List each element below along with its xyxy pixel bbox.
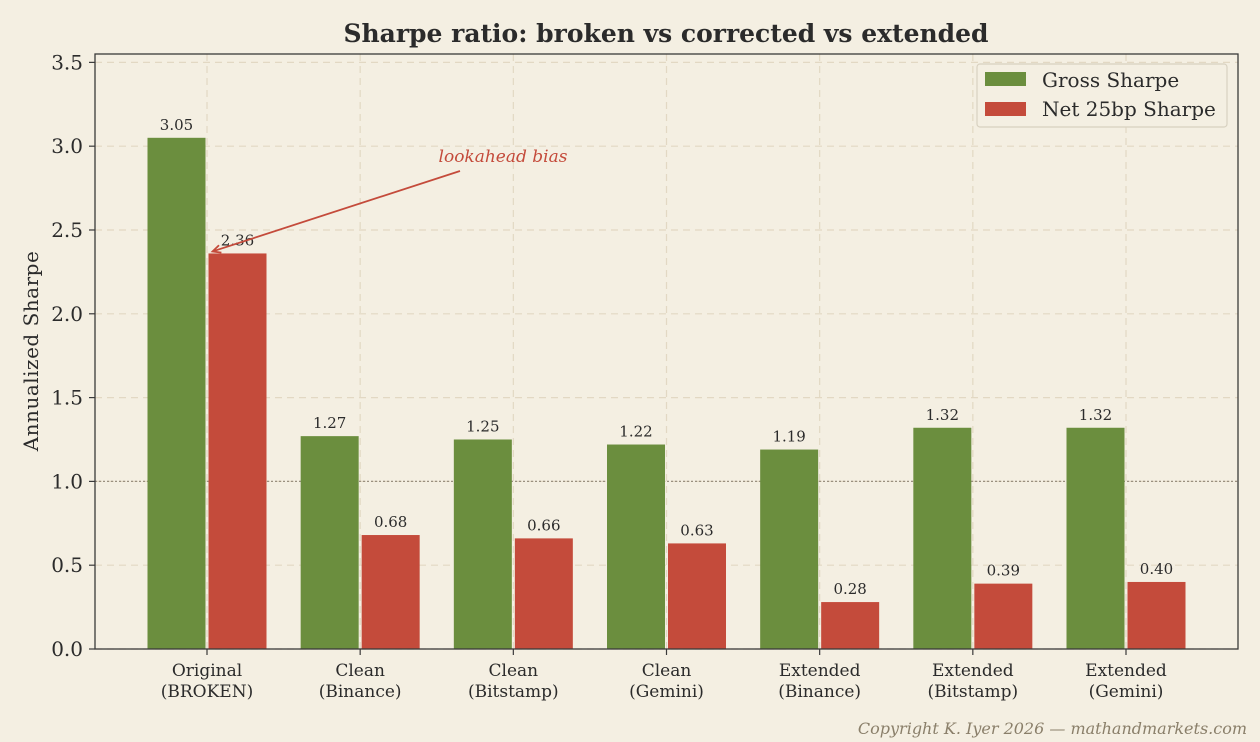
bar-value-label: 1.27 [313, 414, 346, 432]
bar-net [514, 538, 573, 649]
bar-gross [300, 436, 359, 649]
bar-value-label: 1.19 [772, 428, 805, 446]
bar-value-label: 1.32 [1079, 406, 1112, 424]
y-axis-label: Annualized Sharpe [19, 251, 43, 453]
legend-box [976, 63, 1228, 128]
y-tick-label: 0.0 [51, 637, 83, 661]
bar-net [1127, 581, 1186, 649]
bar-value-label: 3.05 [160, 116, 193, 134]
bar-gross [453, 439, 512, 649]
bar-gross [607, 444, 665, 649]
bar-value-label: 0.40 [1140, 560, 1173, 578]
bar-value-label: 0.68 [374, 513, 407, 531]
bar-net [208, 253, 267, 650]
bar-value-label: 0.28 [833, 580, 866, 598]
chart-title: Sharpe ratio: broken vs corrected vs ext… [343, 19, 988, 48]
bar-value-label: 1.22 [619, 423, 652, 441]
bar-net [974, 583, 1033, 649]
x-tick-label: (Gemini) [1089, 682, 1164, 702]
bar-value-label: 0.39 [987, 562, 1020, 580]
x-tick-label: (Bitstamp) [927, 682, 1018, 702]
y-axis: 0.0 0.5 1.0 1.5 2.0 2.5 3.0 3.5 [51, 50, 95, 661]
x-tick-label: Extended [932, 661, 1014, 681]
bar-value-label: 1.25 [466, 417, 499, 435]
grid [95, 54, 1238, 650]
bar-gross [913, 427, 972, 649]
bar-net [668, 543, 726, 649]
bar-value-label: 2.36 [221, 231, 254, 249]
annotation-text: lookahead bias [439, 147, 568, 167]
annotation: lookahead bias [210, 147, 568, 254]
copyright-notice: Copyright K. Iyer 2026 — mathandmarkets.… [858, 719, 1247, 738]
y-tick-label: 3.0 [51, 134, 83, 158]
legend-swatch-net [985, 102, 1026, 116]
bar-value-label: 0.63 [680, 521, 713, 539]
bar-net [361, 535, 420, 649]
x-tick-label: (Bitstamp) [468, 682, 559, 702]
bar-gross [147, 137, 206, 650]
x-tick-label: Extended [779, 661, 861, 681]
x-axis: Original(BROKEN)Clean(Binance)Clean(Bits… [161, 649, 1167, 702]
annotation-arrowhead [210, 244, 222, 254]
x-tick-label: (Gemini) [629, 682, 704, 702]
x-tick-label: Extended [1085, 661, 1167, 681]
x-tick-label: Clean [642, 661, 692, 681]
legend-label-gross: Gross Sharpe [1042, 68, 1179, 92]
bars [147, 137, 1186, 650]
y-tick-label: 1.0 [51, 469, 83, 493]
y-tick-label: 0.5 [51, 553, 83, 577]
legend-swatch-gross [985, 72, 1026, 86]
bar-net [821, 602, 880, 649]
x-tick-label: Original [172, 661, 242, 681]
y-tick-label: 3.5 [51, 50, 83, 74]
value-labels: 3.05 1.27 1.25 1.22 1.19 1.32 1.32 2.36 0.68 0.66… [160, 116, 1173, 598]
x-tick-label: Clean [335, 661, 385, 681]
x-tick-label: Clean [489, 661, 539, 681]
legend: Gross Sharpe Net 25bp Sharpe [976, 63, 1228, 128]
annotation-arrow [212, 170, 461, 253]
bar-value-label: 0.66 [527, 516, 560, 534]
x-tick-label: (Binance) [319, 682, 402, 702]
y-tick-label: 2.5 [51, 218, 83, 242]
x-tick-label: (Binance) [778, 682, 861, 702]
x-tick-label: (BROKEN) [161, 682, 253, 702]
y-tick-label: 2.0 [51, 302, 83, 326]
legend-label-net: Net 25bp Sharpe [1042, 97, 1216, 121]
bar-value-label: 1.32 [926, 406, 959, 424]
y-tick-label: 1.5 [51, 386, 83, 410]
bar-gross [1066, 427, 1125, 649]
bar-gross [760, 449, 819, 649]
